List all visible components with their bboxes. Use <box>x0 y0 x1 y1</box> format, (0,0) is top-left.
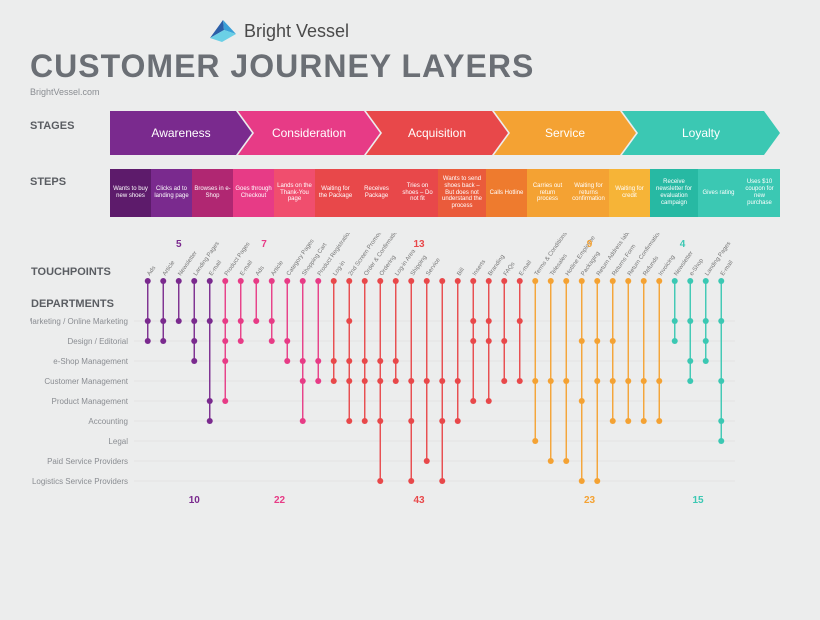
svg-text:Inserts: Inserts <box>472 259 487 277</box>
step-5: Waiting for the Package <box>315 169 356 217</box>
svg-text:13: 13 <box>413 239 425 250</box>
svg-text:Paid Service Providers: Paid Service Providers <box>47 457 128 466</box>
step-1: Clicks ad to landing page <box>151 169 192 217</box>
step-8: Wants to send shoes back – But does not … <box>438 169 486 217</box>
svg-text:4: 4 <box>680 239 686 250</box>
svg-text:Article: Article <box>162 260 177 278</box>
svg-text:23: 23 <box>584 495 596 506</box>
svg-text:Product Management: Product Management <box>52 397 129 406</box>
subtitle-url: BrightVessel.com <box>30 87 790 97</box>
stages-label: STAGES <box>30 120 74 132</box>
svg-text:Marketing / Online Marketing: Marketing / Online Marketing <box>30 317 128 326</box>
svg-text:e-Shop: e-Shop <box>689 257 705 277</box>
svg-text:Category Pages: Category Pages <box>286 238 316 277</box>
stage-consideration: Consideration <box>238 111 380 155</box>
page-title: CUSTOMER JOURNEY LAYERS <box>30 48 790 85</box>
step-13: Receive newsletter for evaluation campai… <box>650 169 698 217</box>
svg-text:9: 9 <box>587 239 593 250</box>
svg-text:FAQs: FAQs <box>503 261 517 277</box>
svg-text:Article: Article <box>270 260 285 278</box>
touchpoints-area: TOUCHPOINTS DEPARTMENTS Marketing / Online… <box>30 233 790 563</box>
logo-icon <box>210 20 236 42</box>
brand-name: Bright Vessel <box>244 21 349 42</box>
svg-text:E-mail: E-mail <box>518 260 533 277</box>
svg-text:Customer Management: Customer Management <box>44 377 128 386</box>
svg-text:DEPARTMENTS: DEPARTMENTS <box>31 298 114 310</box>
step-0: Wants to buy new shoes <box>110 169 151 217</box>
svg-text:E-mail: E-mail <box>720 260 735 277</box>
svg-text:10: 10 <box>189 495 201 506</box>
step-6: Receives Package <box>356 169 397 217</box>
svg-text:5: 5 <box>176 239 182 250</box>
svg-text:15: 15 <box>692 495 704 506</box>
svg-text:Design / Editorial: Design / Editorial <box>68 337 129 346</box>
stage-loyalty: Loyalty <box>622 111 780 155</box>
svg-text:Service: Service <box>425 257 442 277</box>
svg-text:Accounting: Accounting <box>88 417 128 426</box>
svg-text:Bill: Bill <box>456 267 466 277</box>
svg-text:e-Shop Management: e-Shop Management <box>53 357 128 366</box>
step-14: Gives rating <box>698 169 739 217</box>
step-7: Tries on shoes – Do not fit <box>397 169 438 217</box>
stage-awareness: Awareness <box>110 111 252 155</box>
step-12: Waiting for credit <box>609 169 650 217</box>
step-9: Calls Hotline <box>486 169 527 217</box>
step-15: Uses $10 coupon for new purchase <box>739 169 780 217</box>
svg-text:Logistics Service Providers: Logistics Service Providers <box>32 477 128 486</box>
svg-text:22: 22 <box>274 495 286 506</box>
stages-row: AwarenessConsiderationAcquisitionService… <box>110 111 790 155</box>
stage-acquisition: Acquisition <box>366 111 508 155</box>
stage-service: Service <box>494 111 636 155</box>
logo-row: Bright Vessel <box>210 20 790 42</box>
steps-label: STEPS <box>30 176 66 188</box>
svg-text:7: 7 <box>261 239 267 250</box>
svg-text:Legal: Legal <box>108 437 128 446</box>
svg-text:TOUCHPOINTS: TOUCHPOINTS <box>31 266 111 278</box>
svg-text:Log-in: Log-in <box>332 260 346 277</box>
step-2: Browses in e-Shop <box>192 169 233 217</box>
step-4: Lands on the Thank-You page <box>274 169 315 217</box>
steps-row: Wants to buy new shoesClicks ad to landi… <box>110 169 790 217</box>
svg-text:E-mail: E-mail <box>208 260 223 277</box>
svg-text:Ads: Ads <box>255 265 266 277</box>
svg-text:Ads: Ads <box>146 265 157 277</box>
step-11: Waiting for returns confirmation <box>568 169 609 217</box>
svg-text:E-mail: E-mail <box>239 260 254 277</box>
step-3: Goes through Checkout <box>233 169 274 217</box>
step-10: Carries out return process <box>527 169 568 217</box>
svg-text:43: 43 <box>413 495 425 506</box>
